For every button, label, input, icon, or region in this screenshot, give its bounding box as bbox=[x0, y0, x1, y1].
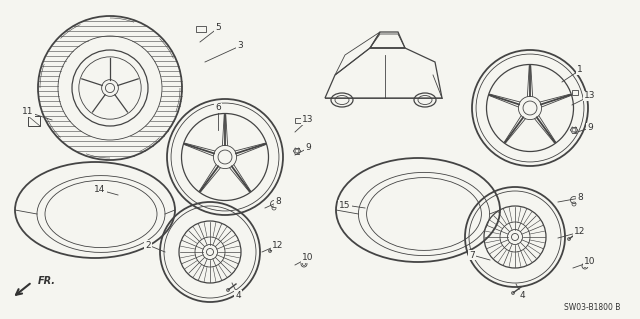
Text: 12: 12 bbox=[272, 241, 284, 249]
Text: 4: 4 bbox=[519, 291, 525, 300]
Text: 11: 11 bbox=[22, 108, 34, 116]
Text: 12: 12 bbox=[574, 227, 586, 236]
Text: 3: 3 bbox=[237, 41, 243, 50]
Text: 10: 10 bbox=[584, 257, 596, 266]
Text: 5: 5 bbox=[215, 24, 221, 33]
Text: 14: 14 bbox=[94, 186, 106, 195]
Text: 10: 10 bbox=[302, 254, 314, 263]
Text: 6: 6 bbox=[215, 103, 221, 113]
Text: 4: 4 bbox=[235, 291, 241, 300]
Text: FR.: FR. bbox=[38, 276, 56, 286]
Text: 9: 9 bbox=[305, 144, 311, 152]
Text: 8: 8 bbox=[577, 194, 583, 203]
Text: SW03-B1800 B: SW03-B1800 B bbox=[564, 303, 620, 312]
Text: 13: 13 bbox=[302, 115, 314, 124]
Text: 9: 9 bbox=[587, 123, 593, 132]
Text: 1: 1 bbox=[577, 65, 583, 75]
Text: 15: 15 bbox=[339, 201, 351, 210]
Text: 2: 2 bbox=[145, 241, 151, 249]
Text: 8: 8 bbox=[275, 197, 281, 206]
Text: 13: 13 bbox=[584, 92, 596, 100]
Text: 7: 7 bbox=[469, 250, 475, 259]
